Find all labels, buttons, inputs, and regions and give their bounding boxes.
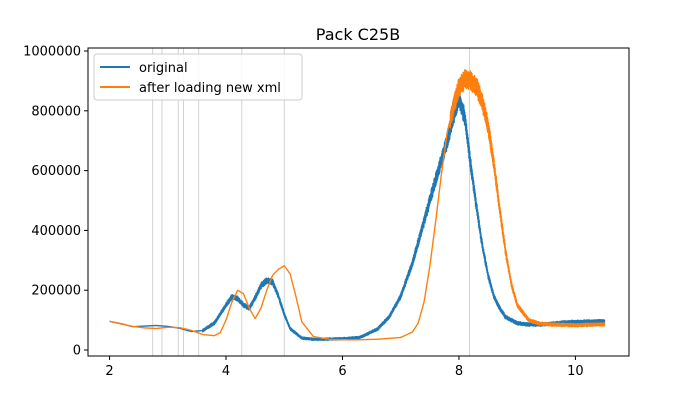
plot-area xyxy=(109,68,606,342)
x-tick-label: 6 xyxy=(338,364,346,379)
legend-label-2: after loading new xml xyxy=(139,81,281,96)
x-tick-label: 8 xyxy=(455,364,463,379)
x-axis-ticks: 2 4 6 8 10 xyxy=(105,356,584,379)
x-tick-label: 10 xyxy=(567,364,584,379)
y-tick-label: 200000 xyxy=(31,284,81,299)
chart-title: Pack C25B xyxy=(316,25,400,44)
x-tick-label: 4 xyxy=(222,364,230,379)
axes-frame xyxy=(87,47,630,357)
y-tick-label: 400000 xyxy=(31,224,81,239)
x-tick-label: 2 xyxy=(105,364,113,379)
series-line-2 xyxy=(109,68,606,341)
y-tick-label: 800000 xyxy=(31,104,81,119)
legend-box xyxy=(93,53,303,101)
legend-label-1: original xyxy=(139,61,188,76)
y-tick-label: 600000 xyxy=(31,164,81,179)
y-axis-ticks: 0 200000 400000 600000 800000 1000000 xyxy=(23,44,88,359)
y-tick-label: 0 xyxy=(73,344,81,359)
series-line-1 xyxy=(109,89,606,342)
legend: original after loading new xml xyxy=(93,53,303,101)
y-tick-label: 1000000 xyxy=(23,44,81,59)
